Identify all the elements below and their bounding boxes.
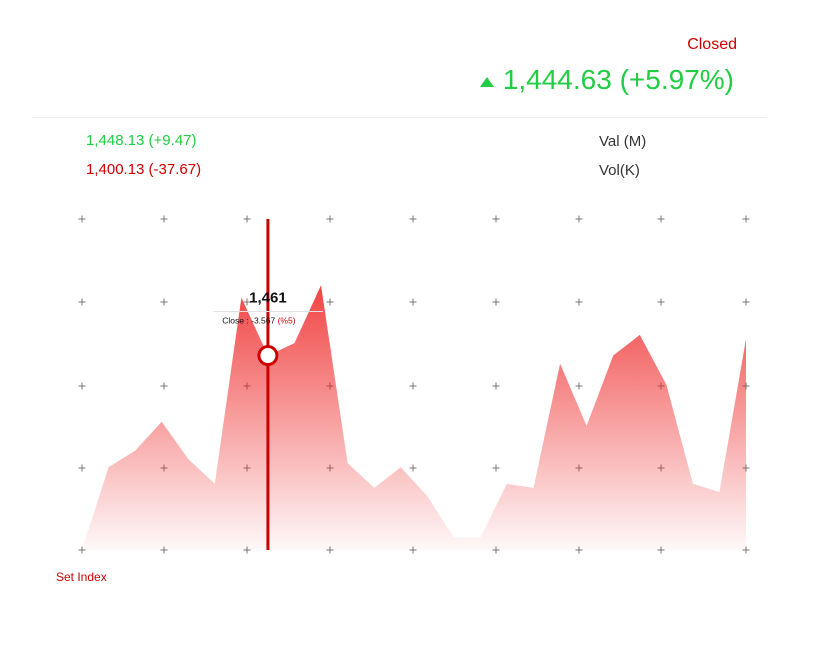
grid-marker	[243, 215, 251, 223]
grid-marker	[742, 215, 750, 223]
grid-marker	[160, 382, 168, 390]
grid-marker	[243, 298, 251, 306]
grid-marker	[492, 382, 500, 390]
grid-marker	[409, 464, 417, 472]
high-value: 1,448.13 (+9.47)	[86, 132, 197, 149]
grid-marker	[657, 298, 665, 306]
grid-marker	[160, 298, 168, 306]
grid-marker	[575, 298, 583, 306]
grid-marker	[742, 298, 750, 306]
tooltip-value: 1,461	[249, 290, 287, 307]
grid-marker	[326, 215, 334, 223]
grid-marker	[78, 382, 86, 390]
price-change: (+5.97%)	[619, 64, 734, 95]
grid-marker	[409, 215, 417, 223]
index-price: 1,444.63 (+5.97%)	[479, 64, 734, 96]
grid-marker	[409, 382, 417, 390]
grid-marker	[492, 464, 500, 472]
price-value: 1,444.63	[502, 64, 612, 95]
crosshair-marker[interactable]	[257, 345, 279, 367]
grid-marker	[492, 215, 500, 223]
vol-label: Vol(K)	[599, 162, 640, 179]
grid-marker	[575, 382, 583, 390]
grid-marker	[492, 298, 500, 306]
tooltip-label: Close :	[222, 316, 251, 326]
grid-marker	[78, 215, 86, 223]
tooltip-percent: (%5)	[278, 316, 296, 326]
x-axis-label: Set Index	[56, 570, 107, 584]
grid-marker	[78, 464, 86, 472]
grid-marker	[575, 215, 583, 223]
triangle-up-icon	[479, 77, 494, 87]
market-status: Closed	[687, 36, 737, 53]
tooltip-change: -3.567	[251, 316, 275, 326]
grid-marker	[657, 215, 665, 223]
grid-marker	[326, 298, 334, 306]
tooltip: 1,461 Close : -3.567 (%5)	[212, 290, 323, 326]
grid-marker	[78, 298, 86, 306]
grid-marker	[409, 298, 417, 306]
low-value: 1,400.13 (-37.67)	[86, 161, 202, 178]
tooltip-detail: Close : -3.567 (%5)	[222, 316, 295, 326]
grid-marker	[160, 215, 168, 223]
val-label: Val (M)	[599, 133, 647, 150]
area-series	[82, 285, 746, 550]
divider	[32, 117, 767, 118]
